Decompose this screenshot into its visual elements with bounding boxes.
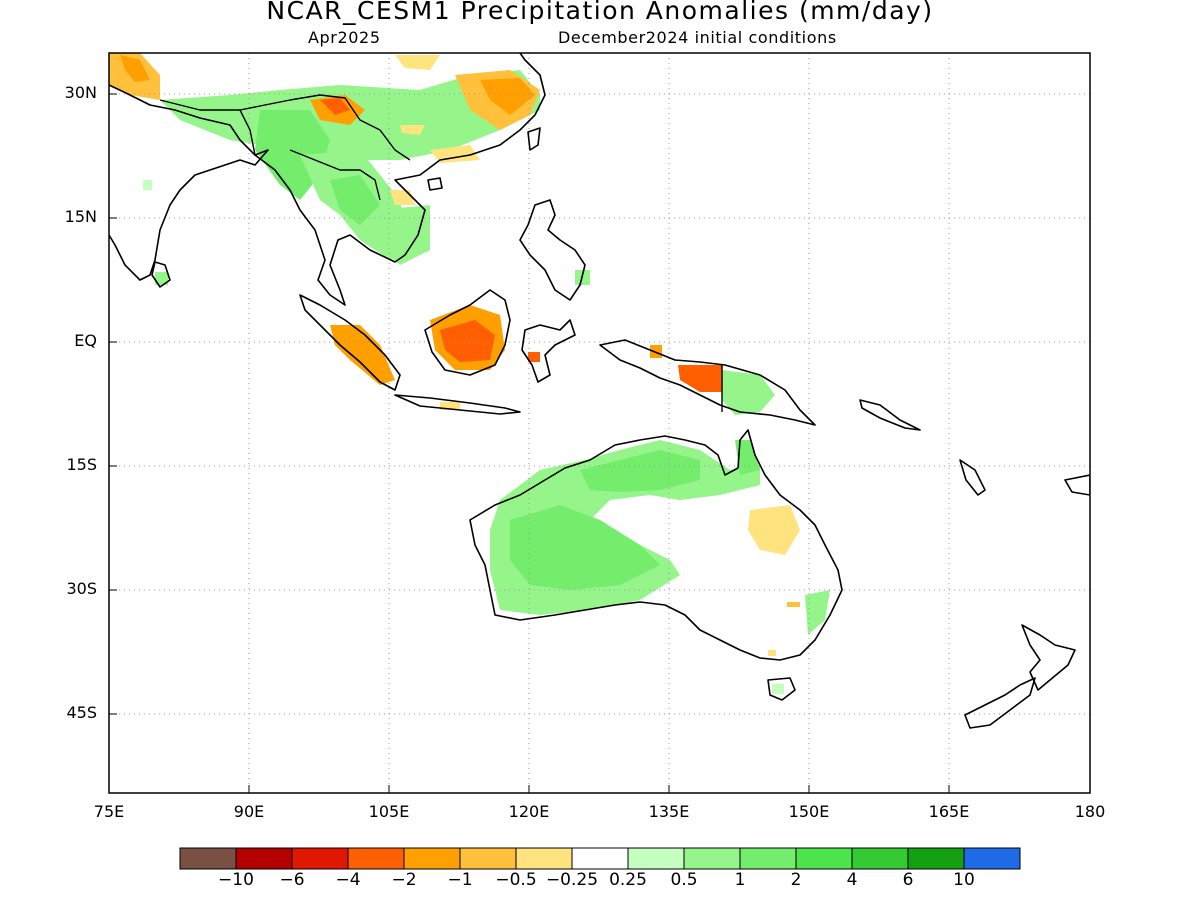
anomaly-region	[735, 440, 760, 475]
coastlines	[109, 53, 1090, 729]
colorbar-swatch	[683, 847, 741, 870]
coastline-newguinea	[599, 339, 816, 426]
colorbar-swatch	[795, 847, 853, 870]
anomaly-region	[650, 345, 662, 358]
coastline-islands	[959, 459, 986, 496]
colorbar-swatch	[851, 847, 909, 870]
anomaly-region	[330, 175, 380, 225]
longitude-label: 180	[1074, 802, 1106, 821]
anomaly-region	[400, 125, 425, 135]
latitude-label: 15N	[64, 207, 97, 226]
longitude-label: 150E	[788, 802, 830, 821]
lat-lon-grid	[109, 53, 1090, 793]
coastline-taiwan	[527, 127, 541, 151]
coastline-sumatra	[299, 294, 401, 391]
map-title: NCAR_CESM1 Precipitation Anomalies (mm/d…	[266, 0, 934, 25]
colorbar-swatch	[739, 847, 797, 870]
coastline-islands	[1064, 474, 1090, 496]
initial-conditions-label: December2024 initial conditions	[558, 28, 837, 47]
colorbar-label: 2	[790, 870, 802, 890]
colorbar-label: 0.25	[609, 870, 647, 890]
coastline-tasmania	[767, 677, 796, 701]
anomaly-region	[805, 590, 830, 635]
colorbar-label: −0.25	[545, 870, 599, 890]
anomaly-shading	[109, 53, 830, 694]
anomaly-region	[320, 98, 350, 115]
colorbar-swatch	[235, 847, 293, 870]
longitude-label: 105E	[368, 802, 410, 821]
colorbar-label: −6	[279, 870, 305, 890]
latitude-label: 30S	[66, 579, 97, 598]
colorbar-label: −4	[335, 870, 361, 890]
colorbar-swatch	[571, 847, 629, 870]
anomaly-region	[772, 684, 784, 694]
coastline-newzealand-north	[1021, 624, 1076, 691]
anomaly-region	[678, 365, 722, 392]
coastline-philippines	[519, 199, 586, 301]
anomaly-region	[120, 55, 150, 82]
anomaly-region	[787, 602, 800, 607]
coastline-australia	[469, 429, 843, 661]
coastline-borneo	[424, 289, 511, 376]
colorbar-label: 10	[953, 870, 975, 890]
coastline-sulawesi	[521, 319, 576, 383]
colorbar-swatch	[459, 847, 517, 870]
forecast-month: Apr2025	[308, 28, 381, 47]
longitude-label: 90E	[233, 802, 265, 821]
country-border	[159, 94, 411, 161]
anomaly-region	[395, 55, 440, 70]
colorbar-swatch	[179, 847, 237, 870]
map-frame	[108, 52, 1091, 794]
anomaly-region	[143, 180, 152, 190]
anomaly-region	[722, 370, 775, 415]
latitude-label: 30N	[64, 83, 97, 102]
coastline-java	[394, 394, 521, 415]
anomaly-region	[528, 352, 540, 362]
coastline-burma	[254, 53, 546, 306]
anomaly-region	[330, 325, 395, 385]
longitude-label: 120E	[508, 802, 550, 821]
anomaly-region	[580, 450, 700, 492]
anomaly-region	[510, 505, 660, 590]
colorbar-swatch	[907, 847, 965, 870]
colorbar-swatch	[347, 847, 405, 870]
anomaly-region	[440, 320, 495, 362]
colorbar-label: 1	[734, 870, 746, 890]
longitude-label: 165E	[928, 802, 970, 821]
axis-ticks	[108, 93, 1091, 793]
anomaly-region	[768, 650, 776, 656]
coastline-newzealand-south	[964, 677, 1036, 729]
colorbar-swatch	[515, 847, 573, 870]
country-border	[289, 149, 381, 201]
coastline-hainan	[427, 177, 443, 191]
colorbar-label: −2	[391, 870, 417, 890]
colorbar-swatch	[291, 847, 349, 870]
anomaly-region	[375, 205, 430, 265]
colorbar-label: −10	[218, 870, 254, 890]
colorbar-swatch	[627, 847, 685, 870]
coastline-india	[109, 84, 269, 281]
colorbar-swatch	[963, 847, 1021, 870]
coastline-islands	[859, 399, 921, 431]
colorbar-label: −0.5	[495, 870, 537, 890]
anomaly-region	[480, 78, 535, 115]
colorbar-label: −1	[447, 870, 473, 890]
longitude-label: 135E	[648, 802, 690, 821]
longitude-label: 75E	[93, 802, 125, 821]
coastline-srilanka	[151, 261, 171, 288]
anomaly-region	[155, 272, 168, 285]
country-border	[239, 109, 256, 156]
latitude-label: 15S	[66, 455, 97, 474]
colorbar-swatch	[403, 847, 461, 870]
anomaly-region	[748, 505, 800, 555]
colorbar	[179, 847, 1021, 870]
latitude-label: EQ	[74, 331, 97, 350]
colorbar-label: 6	[902, 870, 914, 890]
colorbar-label: 4	[846, 870, 858, 890]
anomaly-region	[430, 145, 480, 163]
colorbar-label: 0.5	[670, 870, 698, 890]
latitude-label: 45S	[66, 703, 97, 722]
